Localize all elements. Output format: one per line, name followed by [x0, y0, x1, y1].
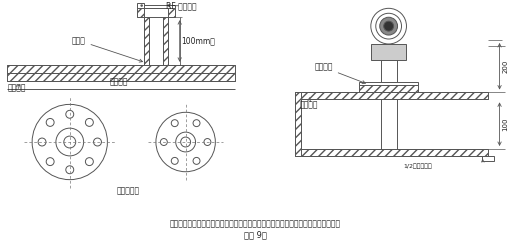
Circle shape	[380, 17, 398, 35]
Text: 100: 100	[502, 117, 508, 131]
Circle shape	[371, 8, 406, 44]
Bar	[294, 92, 301, 156]
Text: 焊接点: 焊接点	[72, 36, 143, 62]
Bar	[482, 156, 494, 161]
Bar	[359, 85, 419, 92]
Text: （图 9）: （图 9）	[244, 231, 266, 240]
Text: 200: 200	[502, 60, 508, 73]
Text: 100mm高: 100mm高	[182, 36, 216, 46]
Bar	[381, 60, 397, 82]
Circle shape	[384, 21, 393, 31]
Text: 管道中心线: 管道中心线	[116, 186, 140, 196]
Bar	[294, 92, 487, 99]
Bar	[163, 17, 168, 65]
Bar	[359, 82, 419, 85]
Bar	[7, 73, 235, 81]
Bar	[294, 149, 487, 156]
Bar	[137, 3, 144, 8]
Bar	[137, 8, 144, 17]
Text: 插入式流量计短管制作、安装示意图，根据流量计算采用不同的法兰及短管公称直径: 插入式流量计短管制作、安装示意图，根据流量计算采用不同的法兰及短管公称直径	[169, 220, 340, 229]
Text: RF 配套法兰: RF 配套法兰	[166, 1, 196, 10]
Bar	[137, 5, 175, 8]
Text: 管道外壁: 管道外壁	[299, 98, 318, 109]
Circle shape	[376, 13, 402, 39]
Bar	[144, 17, 149, 65]
Text: 1/2量量管外径: 1/2量量管外径	[404, 163, 432, 169]
Bar	[371, 44, 406, 60]
Text: 工艺管道: 工艺管道	[7, 84, 26, 92]
Bar	[7, 65, 235, 73]
Text: 配套短管: 配套短管	[314, 63, 365, 84]
Text: 焊接短管: 焊接短管	[110, 77, 129, 87]
Bar	[168, 8, 175, 17]
